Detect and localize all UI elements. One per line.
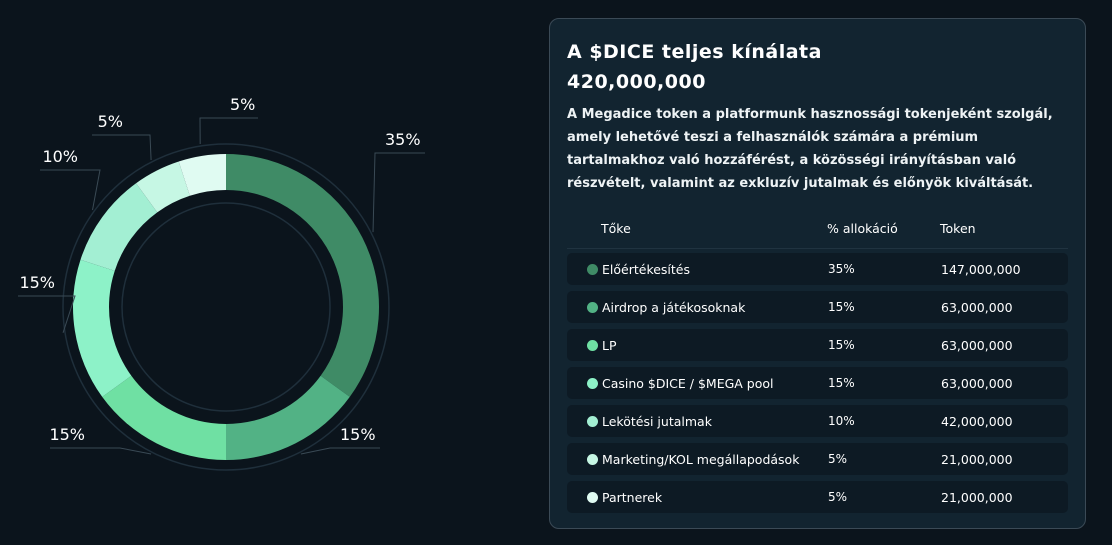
row-tokens: 21,000,000 [941,489,1013,505]
row-tokens: 147,000,000 [941,261,1021,277]
donut-slice [178,154,226,196]
panel-title: A $DICE teljes kínálata [567,41,822,63]
table-row: Lekötési jutalmak 10% 42,000,000 [567,405,1068,437]
slice-label: 5% [230,95,255,114]
slice-label: 5% [98,112,123,131]
donut-svg: 35% 15% 15% 15% 10% 5% 5% [18,95,425,471]
donut-slice [80,183,158,271]
row-pct: 10% [828,414,855,428]
legend-dot [587,491,598,503]
row-label: Marketing/KOL megállapodások [602,451,800,467]
table-header: Tőke % allokáció Token [567,214,1068,249]
table-row: LP 15% 63,000,000 [567,329,1068,361]
slice-label: 15% [49,425,85,444]
row-tokens: 63,000,000 [941,375,1013,391]
row-tokens: 21,000,000 [941,451,1013,467]
slice-label: 15% [19,273,55,292]
row-pct: 35% [828,262,855,276]
row-label: Airdrop a játékosoknak [602,299,746,315]
row-label: LP [602,337,617,353]
legend-dot [587,453,598,465]
row-pct: 15% [828,338,855,352]
donut-slice [102,375,226,460]
donut-slice [73,259,132,397]
row-tokens: 63,000,000 [941,299,1013,315]
row-pct: 15% [828,300,855,314]
panel-description: A Megadice token a platformunk hasznossá… [567,107,1053,191]
row-label: Előértékesítés [602,261,691,277]
row-label: Casino $DICE / $MEGA pool [602,375,774,391]
header-allocation: % allokáció [827,220,898,236]
row-tokens: 42,000,000 [941,413,1013,429]
leader-line [300,447,380,455]
table-row: Partnerek 5% 21,000,000 [567,481,1068,513]
slice-label: 35% [385,130,421,149]
leader-line [372,152,425,233]
outer-ring [62,143,390,471]
legend-dot [587,301,598,313]
leader-line [50,447,152,455]
row-pct: 5% [828,452,848,466]
legend-dot [587,415,598,427]
header-category: Tőke [601,220,631,236]
supply-panel: A $DICE teljes kínálata 420,000,000 A Me… [549,18,1086,529]
header-token: Token [940,220,976,236]
allocation-donut-chart: 35% 15% 15% 15% 10% 5% 5% [0,0,540,545]
donut-slice [226,154,379,397]
leader-line [92,134,152,161]
legend-dot [587,339,598,351]
row-label: Lekötési jutalmak [602,413,712,429]
legend-dot [587,377,598,389]
slice-label: 10% [42,147,78,166]
table-row: Előértékesítés 35% 147,000,000 [567,253,1068,285]
leader-line [18,295,76,333]
donut-slice [226,375,350,460]
row-tokens: 63,000,000 [941,337,1013,353]
inner-ring [121,202,331,412]
row-pct: 5% [828,490,848,504]
leader-line [40,169,101,211]
leader-line [199,117,258,145]
row-pct: 15% [828,376,855,390]
total-supply: 420,000,000 [567,71,706,93]
table-row: Casino $DICE / $MEGA pool 15% 63,000,000 [567,367,1068,399]
row-label: Partnerek [602,489,663,505]
table-row: Airdrop a játékosoknak 15% 63,000,000 [567,291,1068,323]
allocation-table: Előértékesítés 35% 147,000,000 Airdrop a… [567,253,1068,513]
donut-slice [136,161,190,213]
table-row: Marketing/KOL megállapodások 5% 21,000,0… [567,443,1068,475]
slice-label: 15% [340,425,376,444]
legend-dot [587,263,598,275]
